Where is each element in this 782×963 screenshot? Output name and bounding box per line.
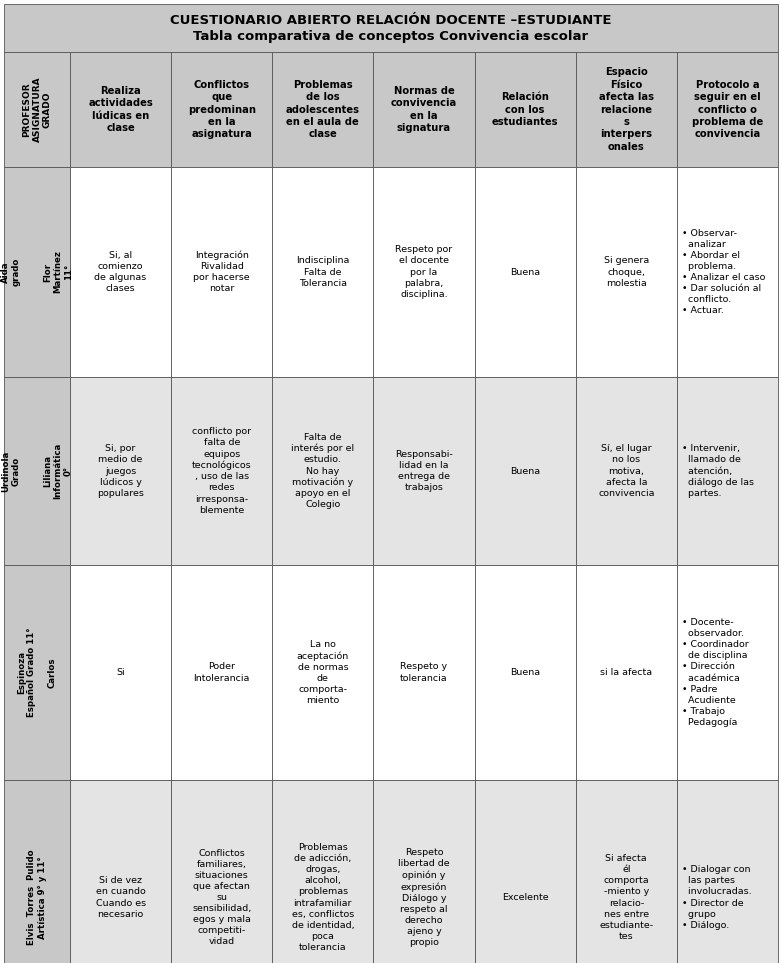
- Text: Conflictos
que
predominan
en la
asignatura: Conflictos que predominan en la asignatu…: [188, 80, 256, 140]
- Bar: [677, 780, 778, 963]
- Text: Urdinola
Grado


Liliana
Informática
0°: Urdinola Grado Liliana Informática 0°: [2, 443, 73, 499]
- Bar: [4, 4, 778, 52]
- Text: Elvis  Torres  Pulido
Artística 9° y 11°: Elvis Torres Pulido Artística 9° y 11°: [27, 849, 47, 946]
- Bar: [677, 377, 778, 565]
- Text: si la afecta: si la afecta: [601, 668, 652, 677]
- Bar: [70, 780, 171, 963]
- Bar: [272, 780, 374, 963]
- Text: Problemas
de adicción,
drogas,
alcohol,
problemas
intrafamiliar
es, conflictos
d: Problemas de adicción, drogas, alcohol, …: [292, 843, 354, 952]
- Bar: [4, 565, 70, 780]
- Bar: [374, 52, 475, 167]
- Bar: [576, 52, 677, 167]
- Bar: [374, 780, 475, 963]
- Text: Si: Si: [117, 668, 125, 677]
- Bar: [374, 377, 475, 565]
- Text: Si genera
choque,
molestia: Si genera choque, molestia: [604, 256, 649, 288]
- Text: La no
aceptación
de normas
de
comporta-
miento: La no aceptación de normas de comporta- …: [296, 640, 349, 705]
- Bar: [70, 377, 171, 565]
- Text: Integración
Rivalidad
por hacerse
notar: Integración Rivalidad por hacerse notar: [193, 250, 250, 294]
- Bar: [4, 780, 70, 963]
- Bar: [171, 167, 272, 377]
- Text: Problemas
de los
adolescentes
en el aula de
clase: Problemas de los adolescentes en el aula…: [286, 80, 360, 140]
- Bar: [475, 780, 576, 963]
- Bar: [4, 52, 70, 167]
- Text: conflicto por
falta de
equipos
tecnológicos
, uso de las
redes
irresponsa-
bleme: conflicto por falta de equipos tecnológi…: [192, 428, 252, 514]
- Text: • Intervenir,
  llamado de
  atención,
  diálogo de las
  partes.: • Intervenir, llamado de atención, diálo…: [682, 444, 754, 498]
- Text: Protocolo a
seguir en el
conflicto o
problema de
convivencia: Protocolo a seguir en el conflicto o pro…: [692, 80, 763, 140]
- Text: Relación
con los
estudiantes: Relación con los estudiantes: [492, 92, 558, 127]
- Text: Respeto
libertad de
opinión y
expresión
Diálogo y
respeto al
derecho
ajeno y
pro: Respeto libertad de opinión y expresión …: [398, 848, 450, 947]
- Text: PROFESOR
ASIGNATURA
GRADO: PROFESOR ASIGNATURA GRADO: [22, 77, 52, 143]
- Text: Respeto por
el docente
por la
palabra,
disciplina.: Respeto por el docente por la palabra, d…: [396, 246, 453, 299]
- Bar: [576, 167, 677, 377]
- Bar: [374, 167, 475, 377]
- Bar: [475, 377, 576, 565]
- Text: Espinoza
Español Grado 11°

Carlos: Espinoza Español Grado 11° Carlos: [17, 628, 57, 717]
- Text: Si afecta
él
comporta
-miento y
relacio-
nes entre
estudiante-
tes: Si afecta él comporta -miento y relacio-…: [599, 854, 653, 941]
- Text: Aida
grado


Flor
Martínez
11°: Aida grado Flor Martínez 11°: [2, 250, 73, 294]
- Text: Si, al
comienzo
de algunas
clases: Si, al comienzo de algunas clases: [95, 250, 147, 293]
- Bar: [70, 52, 171, 167]
- Bar: [576, 780, 677, 963]
- Bar: [475, 565, 576, 780]
- Text: Sí, el lugar
no los
motiva,
afecta la
convivencia: Sí, el lugar no los motiva, afecta la co…: [598, 444, 655, 498]
- Text: • Dialogar con
  las partes
  involucradas.
• Director de
  grupo
• Diálogo.: • Dialogar con las partes involucradas. …: [682, 865, 752, 929]
- Text: Realiza
actividades
lúdicas en
clase: Realiza actividades lúdicas en clase: [88, 86, 153, 133]
- Bar: [272, 52, 374, 167]
- Text: Buena: Buena: [510, 268, 540, 276]
- Bar: [70, 565, 171, 780]
- Bar: [171, 377, 272, 565]
- Bar: [4, 167, 70, 377]
- Text: Espacio
Físico
afecta las
relacione
s
interpers
onales: Espacio Físico afecta las relacione s in…: [599, 67, 654, 152]
- Text: Indisciplina
Falta de
Tolerancia: Indisciplina Falta de Tolerancia: [296, 256, 350, 288]
- Text: Excelente: Excelente: [502, 893, 548, 902]
- Bar: [475, 167, 576, 377]
- Text: • Observar-
  analizar
• Abordar el
  problema.
• Analizar el caso
• Dar solució: • Observar- analizar • Abordar el proble…: [682, 228, 766, 315]
- Text: Si de vez
en cuando
Cuando es
necesario: Si de vez en cuando Cuando es necesario: [95, 876, 145, 919]
- Bar: [171, 565, 272, 780]
- Bar: [677, 52, 778, 167]
- Text: Buena: Buena: [510, 466, 540, 476]
- Bar: [171, 52, 272, 167]
- Bar: [272, 377, 374, 565]
- Bar: [272, 167, 374, 377]
- Text: CUESTIONARIO ABIERTO RELACIÓN DOCENTE –ESTUDIANTE
Tabla comparativa de conceptos: CUESTIONARIO ABIERTO RELACIÓN DOCENTE –E…: [170, 13, 612, 42]
- Bar: [677, 565, 778, 780]
- Bar: [677, 167, 778, 377]
- Bar: [272, 565, 374, 780]
- Bar: [70, 167, 171, 377]
- Text: Conflictos
familiares,
situaciones
que afectan
su
sensibilidad,
egos y mala
comp: Conflictos familiares, situaciones que a…: [192, 848, 251, 947]
- Text: Si, por
medio de
juegos
lúdicos y
populares: Si, por medio de juegos lúdicos y popula…: [97, 444, 144, 498]
- Bar: [374, 565, 475, 780]
- Bar: [4, 377, 70, 565]
- Bar: [475, 52, 576, 167]
- Bar: [576, 377, 677, 565]
- Bar: [576, 565, 677, 780]
- Text: Poder
Intolerancia: Poder Intolerancia: [193, 663, 250, 683]
- Text: Respeto y
tolerancia: Respeto y tolerancia: [400, 663, 448, 683]
- Text: Normas de
convivencia
en la
signatura: Normas de convivencia en la signatura: [391, 86, 457, 133]
- Text: Buena: Buena: [510, 668, 540, 677]
- Text: • Docente-
  observador.
• Coordinador
  de disciplina
• Dirección
  académica
•: • Docente- observador. • Coordinador de …: [682, 618, 748, 727]
- Bar: [171, 780, 272, 963]
- Text: Falta de
interés por el
estudio.
No hay
motivación y
apoyo en el
Colegio: Falta de interés por el estudio. No hay …: [291, 432, 354, 509]
- Text: Responsabi-
lidad en la
entrega de
trabajos: Responsabi- lidad en la entrega de traba…: [395, 450, 453, 492]
